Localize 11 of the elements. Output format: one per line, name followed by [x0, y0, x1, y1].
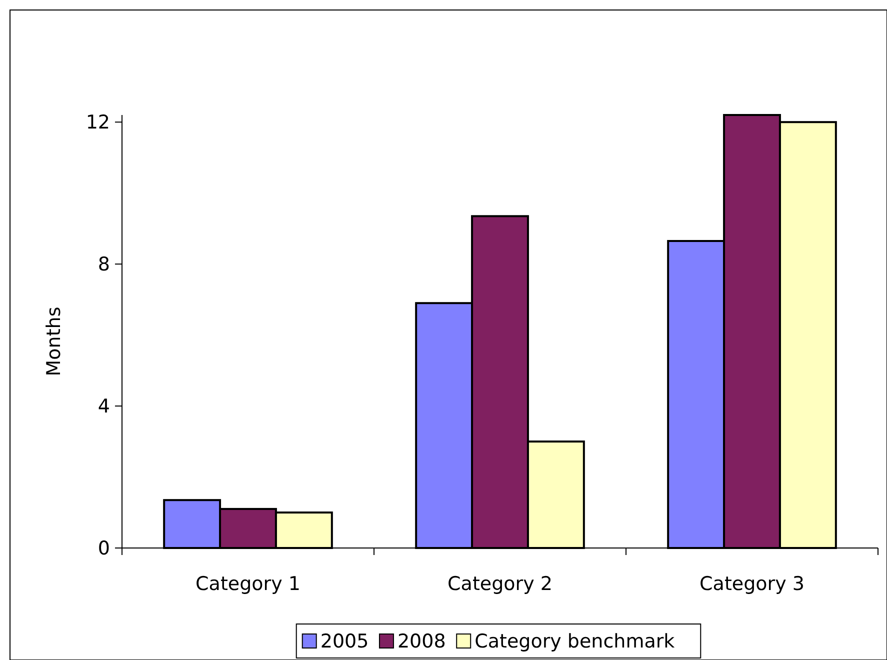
x-tick-label: Category 1: [196, 573, 300, 595]
y-axis-title: Months: [43, 306, 65, 376]
y-tick-label: 0: [98, 538, 110, 560]
y-tick-label: 12: [86, 112, 110, 134]
x-tick-label: Category 2: [448, 573, 552, 595]
x-tick-label: Category 3: [700, 573, 804, 595]
y-tick-label: 4: [98, 396, 110, 418]
legend-label: 2008: [397, 630, 446, 653]
legend-label: 2005: [320, 630, 369, 653]
legend-label: Category benchmark: [474, 630, 675, 653]
y-tick-label: 8: [98, 254, 110, 276]
